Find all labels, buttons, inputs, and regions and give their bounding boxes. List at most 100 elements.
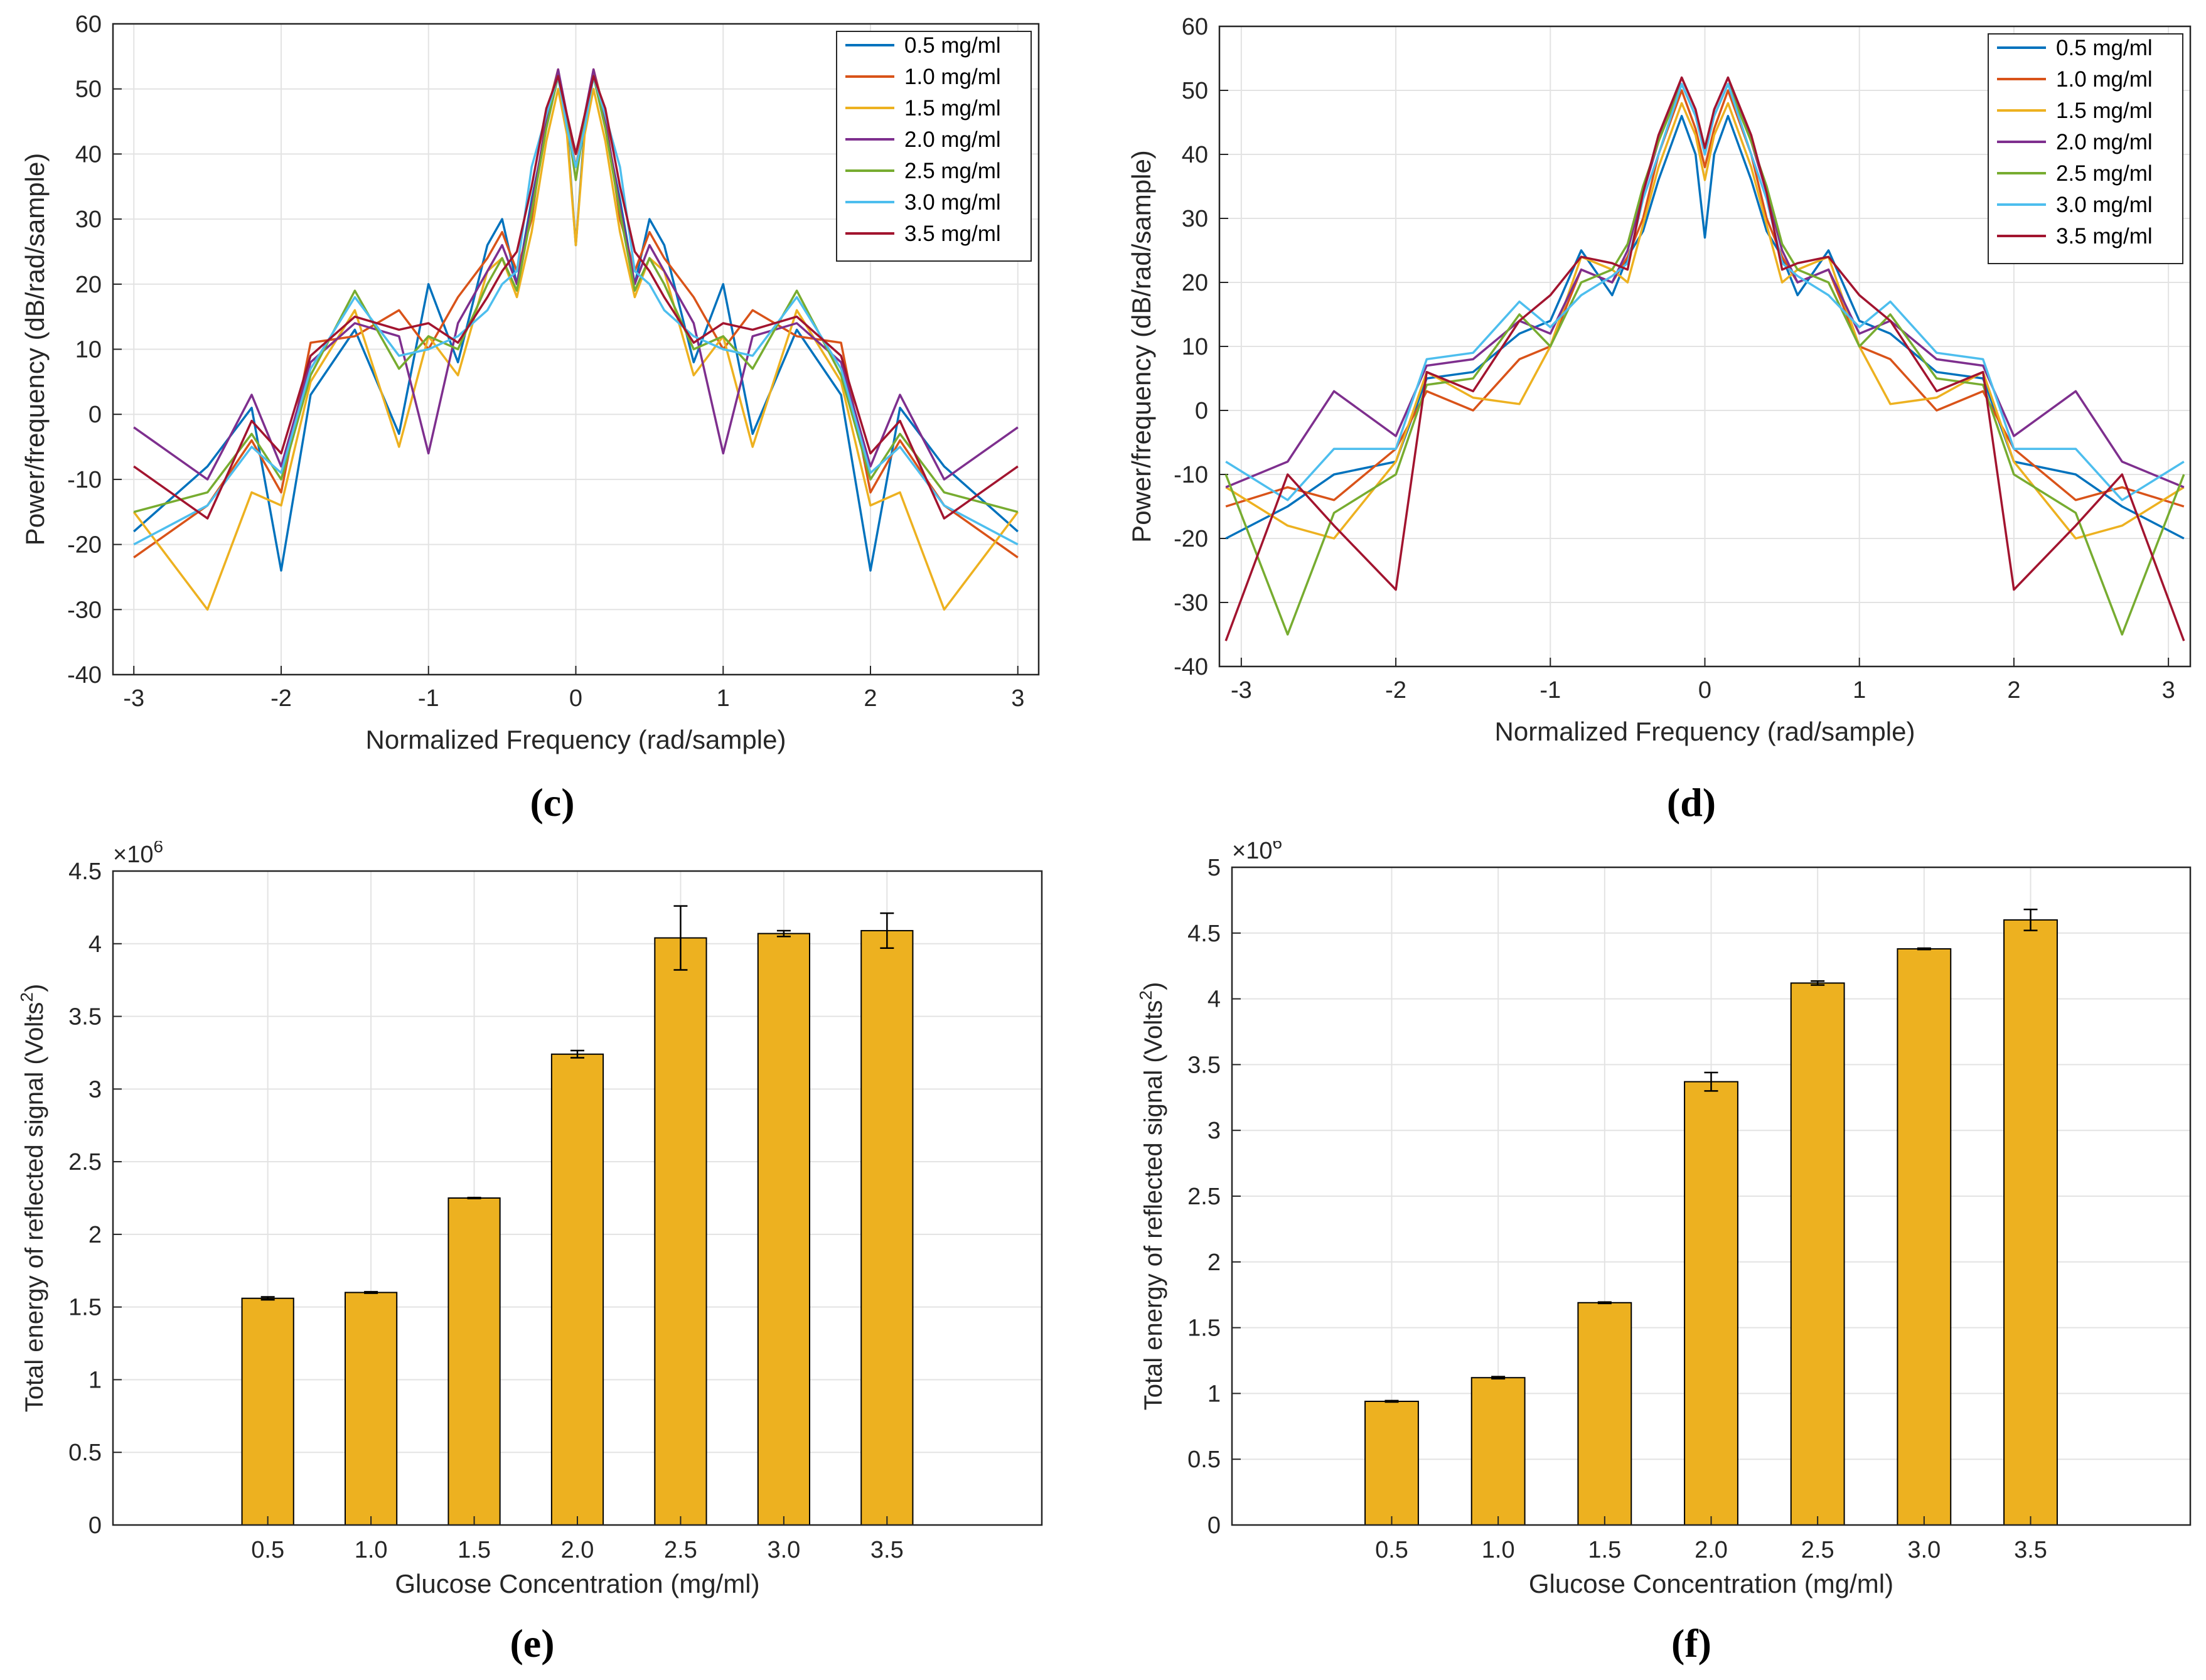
legend-label: 3.0 mg/ml — [904, 190, 1001, 215]
y-axis-label: Total energy of reflected signal (Volts2… — [1136, 982, 1167, 1411]
y-tick-label: 60 — [1182, 14, 1208, 40]
bar-1.0 — [345, 1292, 398, 1526]
x-tick-label: -2 — [270, 685, 292, 712]
x-tick-label: 0 — [1698, 677, 1711, 704]
series-line-7 — [1224, 76, 2185, 641]
bar-3.5 — [2003, 919, 2058, 1526]
y-tick-label: -10 — [67, 467, 102, 493]
legend-label: 1.5 mg/ml — [904, 96, 1001, 120]
legend-label: 3.5 mg/ml — [2056, 224, 2153, 249]
y-tick-label: 20 — [1182, 270, 1208, 296]
legend-label: 3.5 mg/ml — [904, 222, 1001, 246]
legend-label: 3.0 mg/ml — [2056, 193, 2153, 217]
x-tick-label: 2 — [864, 685, 877, 712]
figure-caption: (f) — [1671, 1621, 1711, 1666]
x-tick-label: 3.5 — [2014, 1537, 2047, 1563]
y-tick-label: 20 — [75, 272, 102, 298]
figure-caption: (d) — [1667, 780, 1716, 825]
axes-box — [1218, 25, 2192, 668]
y-tick-label: -20 — [1174, 526, 1208, 552]
bar-3.5 — [860, 929, 914, 1526]
series-line-3 — [1225, 102, 2185, 540]
y-tick-label: 2.5 — [68, 1149, 102, 1175]
y-tick-label: 2 — [88, 1222, 102, 1248]
x-tick-label: 3.5 — [870, 1537, 904, 1563]
x-tick-label: 1.5 — [1588, 1537, 1621, 1563]
y-tick-label: 0.5 — [68, 1440, 102, 1466]
y-tick-label: 0 — [1207, 1512, 1221, 1539]
y-tick-label: 2 — [1207, 1249, 1221, 1276]
x-tick-label: 3 — [2162, 677, 2175, 704]
y-tick-label: 2.5 — [1187, 1184, 1221, 1210]
bar-2.5 — [654, 937, 707, 1526]
y-tick-label: 0 — [1195, 398, 1208, 424]
y-tick-label: 3 — [1207, 1118, 1221, 1144]
axes-box — [112, 870, 1043, 1526]
x-tick-label: -1 — [418, 685, 439, 712]
y-tick-label: 60 — [75, 11, 102, 38]
y-tick-label: 1.5 — [68, 1295, 102, 1321]
y-tick-label: 1.5 — [1187, 1315, 1221, 1342]
y-tick-label: -30 — [67, 597, 102, 623]
y-tick-label: 1 — [1207, 1381, 1221, 1407]
y-tick-label: 50 — [1182, 78, 1208, 104]
x-tick-label: 0.5 — [1375, 1537, 1408, 1563]
x-tick-label: 2.0 — [1695, 1537, 1728, 1563]
legend-label: 0.5 mg/ml — [2056, 36, 2153, 60]
legend-label: 2.0 mg/ml — [2056, 130, 2153, 154]
x-tick-label: 1.0 — [1482, 1537, 1515, 1563]
x-axis-label: Normalized Frequency (rad/sample) — [366, 725, 786, 754]
x-tick-label: 1.5 — [458, 1537, 491, 1563]
legend-label: 1.0 mg/ml — [2056, 67, 2153, 92]
x-tick-label: 2.5 — [1801, 1537, 1834, 1563]
bar-1.5 — [1577, 1302, 1632, 1526]
y-tick-label: 3 — [88, 1076, 102, 1103]
y-tick-label: -40 — [67, 662, 102, 688]
x-tick-label: 1 — [717, 685, 730, 712]
x-tick-label: 3.0 — [767, 1537, 800, 1563]
legend-label: 2.0 mg/ml — [904, 127, 1001, 152]
y-tick-label: -40 — [1174, 654, 1208, 680]
y-tick-label: 10 — [1182, 334, 1208, 360]
bar-2.0 — [550, 1053, 604, 1526]
x-tick-label: -3 — [123, 685, 144, 712]
x-tick-label: 0 — [569, 685, 582, 712]
legend-label: 1.0 mg/ml — [904, 65, 1001, 89]
bar-1.0 — [1470, 1377, 1526, 1526]
y-tick-label: 0 — [88, 402, 102, 428]
y-axis-label: Power/frequency (dB/rad/sample) — [20, 153, 50, 546]
chart-f: 0 0.5 1 1.5 2 2.5 3 3.5 4 4.5 5 0.5 1.0 1.5 2.0 2.5 3.0 3… — [1136, 841, 2192, 1666]
figure-caption: (e) — [510, 1621, 554, 1666]
axes-box — [112, 23, 1040, 676]
bar-0.5 — [241, 1297, 294, 1526]
x-tick-label: 2.5 — [664, 1537, 697, 1563]
y-tick-label: 1 — [88, 1367, 102, 1393]
x-axis-label: Glucose Concentration (mg/ml) — [1529, 1569, 1893, 1598]
axes-box — [1231, 866, 2192, 1526]
bar-1.5 — [447, 1197, 501, 1526]
y-tick-label: 0.5 — [1187, 1447, 1221, 1473]
x-tick-label: 0.5 — [251, 1537, 284, 1563]
bar-3.0 — [757, 933, 811, 1526]
x-axis-label: Glucose Concentration (mg/ml) — [395, 1569, 759, 1598]
y-tick-label: 5 — [1207, 855, 1221, 881]
x-tick-label: 2.0 — [561, 1537, 594, 1563]
y-tick-label: -10 — [1174, 462, 1208, 488]
y-tick-label: 30 — [1182, 206, 1208, 232]
y-tick-label: 40 — [75, 141, 102, 168]
legend-label: 2.5 mg/ml — [904, 159, 1001, 183]
chart-e: 0 0.5 1 1.5 2 2.5 3 3.5 4 4.5 0.5 1.0 1.5 2.0 2.5 3.0 3.… — [17, 841, 1043, 1666]
series-line-6 — [133, 75, 1019, 546]
series-line-3 — [132, 87, 1019, 611]
y-tick-label: 4 — [88, 931, 102, 958]
axis-exponent: ×106 — [113, 841, 163, 868]
y-axis-label: Total energy of reflected signal (Volts2… — [17, 984, 48, 1413]
series-line-2 — [1225, 89, 2185, 508]
y-axis-label: Power/frequency (dB/rad/sample) — [1127, 150, 1156, 543]
x-tick-label: -1 — [1539, 677, 1561, 704]
legend-label: 1.5 mg/ml — [2056, 99, 2153, 123]
x-axis-label: Normalized Frequency (rad/sample) — [1495, 717, 1915, 746]
bar-2.0 — [1684, 1081, 1738, 1526]
y-tick-label: 4.5 — [1187, 921, 1221, 947]
